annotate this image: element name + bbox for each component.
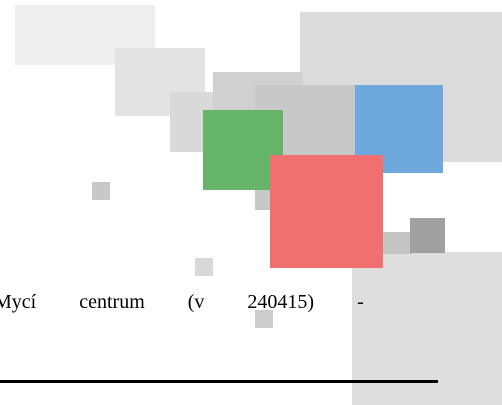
square xyxy=(195,258,213,276)
square xyxy=(92,182,110,200)
rule xyxy=(0,380,438,383)
heading-text: Mycí centrum (v 240415) - xyxy=(0,291,364,313)
square xyxy=(255,310,273,328)
decoration xyxy=(15,5,502,405)
green-square xyxy=(203,110,283,190)
red-square xyxy=(270,155,383,268)
square xyxy=(383,232,413,254)
square xyxy=(410,218,445,253)
square xyxy=(352,252,502,405)
